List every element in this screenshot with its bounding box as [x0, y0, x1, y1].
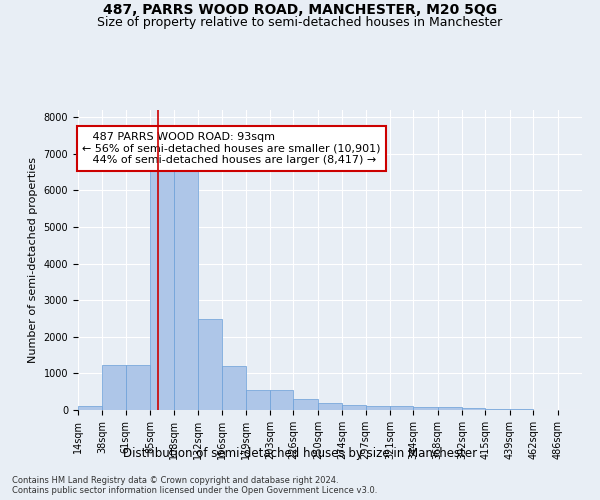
Text: 487, PARRS WOOD ROAD, MANCHESTER, M20 5QG: 487, PARRS WOOD ROAD, MANCHESTER, M20 5Q… [103, 2, 497, 16]
Bar [342, 404, 365, 410]
Bar [293, 399, 318, 410]
Bar [390, 406, 413, 410]
Bar [173, 165, 198, 410]
Bar [270, 390, 293, 410]
Bar [438, 408, 462, 410]
Bar [413, 407, 438, 410]
Bar [198, 320, 222, 410]
Text: Contains HM Land Registry data © Crown copyright and database right 2024.
Contai: Contains HM Land Registry data © Crown c… [12, 476, 377, 495]
Bar [485, 409, 510, 410]
Bar [365, 406, 390, 410]
Y-axis label: Number of semi-detached properties: Number of semi-detached properties [28, 157, 38, 363]
Bar [126, 364, 150, 410]
Bar [78, 406, 103, 410]
Bar [318, 403, 342, 410]
Text: Distribution of semi-detached houses by size in Manchester: Distribution of semi-detached houses by … [123, 448, 477, 460]
Bar [150, 168, 173, 410]
Bar [103, 366, 126, 410]
Text: Size of property relative to semi-detached houses in Manchester: Size of property relative to semi-detach… [97, 16, 503, 29]
Bar [245, 390, 270, 410]
Bar [222, 366, 245, 410]
Text: 487 PARRS WOOD ROAD: 93sqm
← 56% of semi-detached houses are smaller (10,901)
  : 487 PARRS WOOD ROAD: 93sqm ← 56% of semi… [82, 132, 380, 165]
Bar [462, 408, 485, 410]
